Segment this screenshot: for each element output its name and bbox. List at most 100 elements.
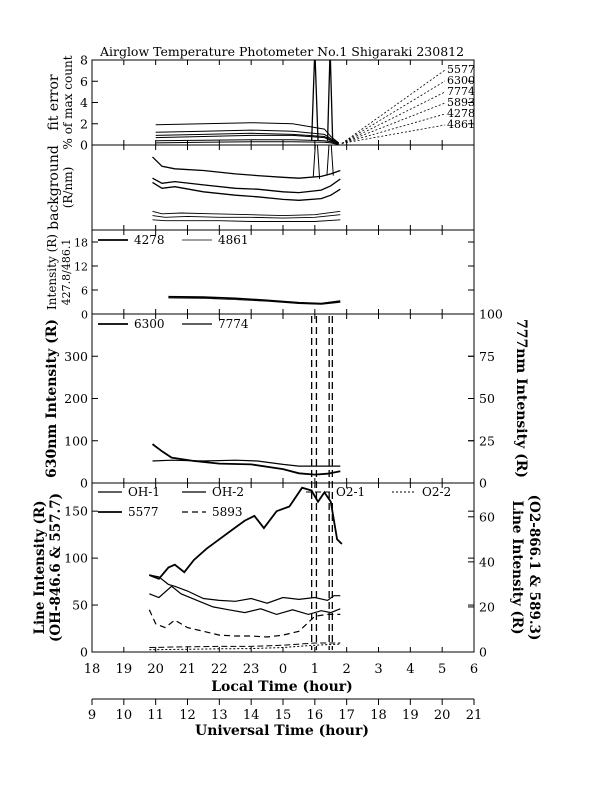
x-tick-label: 20 xyxy=(147,662,164,677)
series-group xyxy=(151,443,341,476)
series-line-O2-1 xyxy=(149,642,341,648)
series-line-OH-2 xyxy=(149,585,341,616)
legend-label: 7774 xyxy=(218,317,249,331)
x-tick-label: 3 xyxy=(374,662,382,677)
series-line-b xyxy=(152,177,341,194)
y-tick-label: 0 xyxy=(80,138,88,153)
series-line-6300 xyxy=(155,129,339,144)
y-axis-label: (R/nm) xyxy=(61,167,75,209)
y-tick-label: 2 xyxy=(80,116,88,131)
panel-intensity-630-777: 0 100 200 300 0 25 50 75 100 630nm Intensity (R) 7… xyxy=(44,307,529,491)
y-axis-label: fit error xyxy=(46,74,62,131)
fan-line xyxy=(341,124,446,144)
y-tick-label-right: 0 xyxy=(479,645,487,660)
y-tick-label-right: 25 xyxy=(479,433,495,448)
ut-tick-label: 11 xyxy=(147,708,164,723)
y-tick-label: 12 xyxy=(74,261,88,274)
ut-tick-label: 19 xyxy=(402,708,419,723)
legend-label: O2-2 xyxy=(422,485,451,499)
y-tick-label: 100 xyxy=(64,551,88,566)
series-line-a xyxy=(152,156,341,179)
x-axis-label-universal: Universal Time (hour) xyxy=(195,723,369,739)
y-axis-label-left: (OH-846.6 & 557.7) xyxy=(48,493,64,642)
y-tick-label: 6 xyxy=(80,74,88,89)
ut-tick-label: 16 xyxy=(307,708,324,723)
panel-intensity-427-486: 0 6 12 18 Intensity (R) 427.8/486.1 4278 4861 xyxy=(45,229,475,322)
legend-label: 4278 xyxy=(134,233,165,247)
ut-tick-label: 18 xyxy=(370,708,387,723)
y-tick-label-right: 75 xyxy=(479,349,495,364)
ut-tick-label: 10 xyxy=(116,708,133,723)
x-tick-label: 5 xyxy=(438,662,446,677)
y-tick-label-right: 50 xyxy=(479,391,495,406)
fan-label: 5893 xyxy=(447,96,475,109)
series-line-e xyxy=(152,214,341,219)
series-line-5893 xyxy=(148,609,341,638)
legend-label: 5893 xyxy=(212,505,243,519)
x-axis-universal-time: 9 10 11 12 13 14 15 16 17 18 19 20 21 xyxy=(88,698,483,723)
series-line-7774 xyxy=(152,459,341,467)
series-line-7774 xyxy=(155,132,339,144)
ut-tick-label: 14 xyxy=(243,708,260,723)
panel-frame xyxy=(91,144,475,231)
legend-label: 6300 xyxy=(134,317,165,331)
ut-tick-label: 13 xyxy=(211,708,228,723)
y-axis-label: Intensity (R) xyxy=(45,234,59,310)
x-axis-local-time: 18 19 20 21 22 23 0 1 2 3 4 5 6 xyxy=(84,662,478,677)
fan-line xyxy=(341,113,446,144)
y-tick-label: 0 xyxy=(81,309,88,322)
x-tick-label: 23 xyxy=(243,662,260,677)
x-tick-label: 19 xyxy=(116,662,133,677)
fan-line xyxy=(341,69,446,144)
fan-label: 4278 xyxy=(447,107,475,120)
panel-frame xyxy=(91,59,475,146)
y-axis-label: background xyxy=(46,145,62,230)
y-tick-label: 50 xyxy=(72,598,88,613)
y-axis-label-right: 777nm Intensity (R) xyxy=(513,319,529,478)
x-tick-label: 2 xyxy=(343,662,351,677)
panel-background: background (R/nm) xyxy=(46,144,475,231)
y-axis-label-right: Line Intensity (R) xyxy=(509,501,525,635)
series-line-c xyxy=(152,181,341,201)
series-line-4861 xyxy=(168,297,341,305)
ut-tick-label: 21 xyxy=(466,708,483,723)
y-tick-label-right: 20 xyxy=(479,599,495,614)
series-spike xyxy=(326,145,334,176)
series-spike xyxy=(311,60,319,141)
y-tick-label-right: 100 xyxy=(479,307,503,322)
y-tick-label: 200 xyxy=(64,391,88,406)
y-tick-label-right: 40 xyxy=(479,554,495,569)
y-tick-label: 0 xyxy=(80,645,88,660)
x-tick-label: 0 xyxy=(279,662,287,677)
series-line-5577 xyxy=(155,122,340,144)
y-axis-label: % of max count xyxy=(61,55,75,149)
series-line-5893 xyxy=(155,134,339,145)
y-tick-label: 6 xyxy=(81,285,88,298)
legend-label: OH-2 xyxy=(212,485,244,499)
y-axis-label-right: (O2-866.1 & 589.3) xyxy=(526,495,542,641)
y-axis-label: 427.8/486.1 xyxy=(60,239,73,306)
fan-label: 5577 xyxy=(447,63,475,76)
series-group xyxy=(152,145,341,222)
y-tick-label-right: 0 xyxy=(479,476,487,491)
ut-tick-label: 12 xyxy=(179,708,196,723)
x-tick-label: 22 xyxy=(211,662,228,677)
series-line-O2-2 xyxy=(149,643,341,651)
x-tick-label: 1 xyxy=(311,662,319,677)
y-tick-label: 100 xyxy=(64,433,88,448)
series-line-5577 xyxy=(148,486,343,580)
series-spike xyxy=(312,145,321,180)
ut-tick-label: 9 xyxy=(88,708,96,723)
y-tick-label: 300 xyxy=(64,349,88,364)
panel-fit-error: 0 2 4 6 8 fit error% of max count 557763007774… xyxy=(46,53,475,153)
x-axis-label-local: Local Time (hour) xyxy=(211,679,353,695)
y-tick-label: 4 xyxy=(80,95,88,110)
y-tick-label: 0 xyxy=(80,476,88,491)
fan-label: 4861 xyxy=(447,118,475,131)
x-tick-label: 18 xyxy=(84,662,101,677)
ut-tick-label: 15 xyxy=(275,708,292,723)
series-line-6300 xyxy=(151,443,341,476)
series-line-OH-1 xyxy=(149,574,341,604)
